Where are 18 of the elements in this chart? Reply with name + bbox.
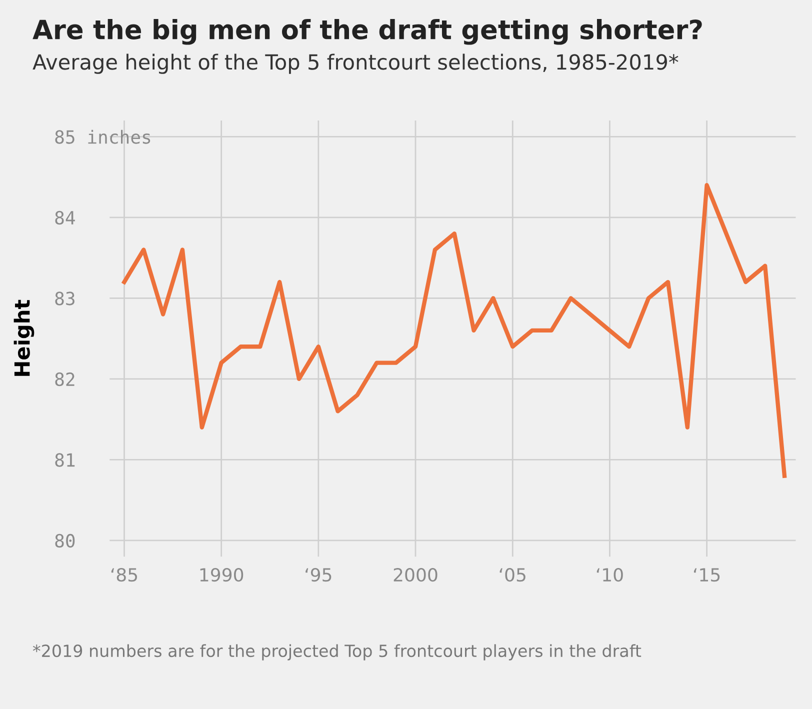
y-tick-label: 82 <box>55 372 74 386</box>
x-tick-label: ‘15 <box>694 568 720 582</box>
chart-subtitle: Average height of the Top 5 frontcourt selections, 1985-2019* <box>32 54 678 74</box>
x-tick-label: ‘95 <box>306 568 332 582</box>
x-tick-label: ‘05 <box>500 568 526 582</box>
y-tick-label: 83 <box>55 292 74 306</box>
line-series <box>122 183 787 478</box>
y-tick-label: 81 <box>55 453 75 467</box>
y-tick-label: 80 <box>55 534 75 548</box>
x-tick-label: ‘85 <box>111 568 138 582</box>
x-tick-label: 2000 <box>394 568 438 582</box>
y-tick-label: 84 <box>55 210 75 225</box>
y-axis-title: Height <box>14 300 34 376</box>
text: *2019 numbers are for the projected Top 5 frontcourt players in the draft <box>32 644 642 660</box>
chart-title: Are the big men of the draft getting shorter? <box>32 19 702 45</box>
x-tick-label: 1990 <box>200 568 244 582</box>
y-tick-label: 85 inches <box>55 130 150 144</box>
x-tick-label: ‘10 <box>596 568 623 582</box>
